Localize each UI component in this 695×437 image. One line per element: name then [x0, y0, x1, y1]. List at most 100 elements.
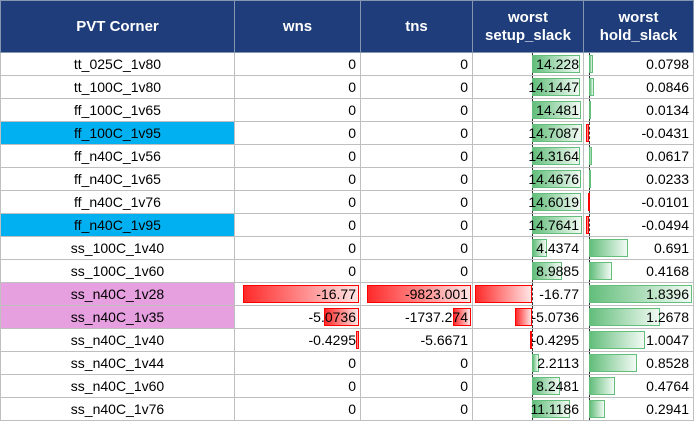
- cell-worst-setup-slack[interactable]: -16.77: [472, 282, 584, 306]
- cell-worst-hold-slack[interactable]: 0.0233: [583, 167, 694, 191]
- cell-pvt-corner[interactable]: ff_100C_1v95: [0, 121, 235, 145]
- cell-tns[interactable]: 0: [360, 167, 473, 191]
- cell-tns[interactable]: 0: [360, 190, 473, 214]
- cell-wns[interactable]: 0: [234, 190, 361, 214]
- cell-wns[interactable]: 0: [234, 213, 361, 237]
- cell-wns[interactable]: -5.0736: [234, 305, 361, 329]
- cell-wns[interactable]: 0: [234, 121, 361, 145]
- cell-value: -5.0736: [531, 309, 579, 325]
- cell-wns[interactable]: 0: [234, 351, 361, 375]
- cell-text: ss_n40C_1v76: [70, 401, 165, 417]
- cell-tns[interactable]: -5.6671: [360, 328, 473, 352]
- header-setup-line1: worst: [507, 8, 548, 26]
- positive-data-bar: [588, 101, 591, 119]
- cell-tns[interactable]: 0: [360, 259, 473, 283]
- cell-wns[interactable]: 0: [234, 98, 361, 122]
- cell-worst-setup-slack[interactable]: 14.7641: [472, 213, 584, 237]
- cell-pvt-corner[interactable]: tt_025C_1v80: [0, 52, 235, 76]
- cell-worst-setup-slack[interactable]: 14.7087: [472, 121, 584, 145]
- cell-value: 0: [460, 401, 468, 417]
- cell-pvt-corner[interactable]: ss_n40C_1v28: [0, 282, 235, 306]
- cell-wns[interactable]: 0: [234, 52, 361, 76]
- cell-tns[interactable]: 0: [360, 52, 473, 76]
- cell-pvt-corner[interactable]: ss_n40C_1v40: [0, 328, 235, 352]
- cell-wns[interactable]: 0: [234, 259, 361, 283]
- cell-tns[interactable]: 0: [360, 144, 473, 168]
- cell-worst-setup-slack[interactable]: 11.1186: [472, 397, 584, 421]
- cell-worst-setup-slack[interactable]: -0.4295: [472, 328, 584, 352]
- cell-worst-hold-slack[interactable]: 1.2678: [583, 305, 694, 329]
- cell-pvt-corner[interactable]: ss_n40C_1v44: [0, 351, 235, 375]
- negative-data-bar: [586, 216, 589, 234]
- cell-wns[interactable]: 0: [234, 167, 361, 191]
- cell-value: 0.0233: [646, 171, 689, 187]
- cell-wns[interactable]: 0: [234, 75, 361, 99]
- cell-pvt-corner[interactable]: ff_n40C_1v76: [0, 190, 235, 214]
- header-worst-hold-slack[interactable]: worst hold_slack: [583, 0, 694, 53]
- cell-pvt-corner[interactable]: ss_n40C_1v35: [0, 305, 235, 329]
- cell-worst-setup-slack[interactable]: -5.0736: [472, 305, 584, 329]
- cell-pvt-corner[interactable]: ss_100C_1v40: [0, 236, 235, 260]
- cell-worst-setup-slack[interactable]: 4.4374: [472, 236, 584, 260]
- cell-pvt-corner[interactable]: ss_n40C_1v76: [0, 397, 235, 421]
- cell-worst-setup-slack[interactable]: 8.2481: [472, 374, 584, 398]
- cell-tns[interactable]: 0: [360, 75, 473, 99]
- cell-worst-setup-slack[interactable]: 2.2113: [472, 351, 584, 375]
- cell-tns[interactable]: 0: [360, 374, 473, 398]
- cell-pvt-corner[interactable]: ff_100C_1v65: [0, 98, 235, 122]
- cell-worst-setup-slack[interactable]: 14.228: [472, 52, 584, 76]
- positive-data-bar: [531, 101, 582, 119]
- header-tns[interactable]: tns: [360, 0, 473, 53]
- cell-worst-hold-slack[interactable]: 0.0798: [583, 52, 694, 76]
- cell-worst-hold-slack[interactable]: 0.2941: [583, 397, 694, 421]
- cell-wns[interactable]: 0: [234, 144, 361, 168]
- cell-worst-setup-slack[interactable]: 14.4676: [472, 167, 584, 191]
- cell-pvt-corner[interactable]: ss_100C_1v60: [0, 259, 235, 283]
- cell-pvt-corner[interactable]: ff_n40C_1v56: [0, 144, 235, 168]
- cell-pvt-corner[interactable]: ff_n40C_1v65: [0, 167, 235, 191]
- header-worst-setup-slack[interactable]: worst setup_slack: [472, 0, 584, 53]
- cell-worst-hold-slack[interactable]: -0.0101: [583, 190, 694, 214]
- cell-worst-hold-slack[interactable]: 1.0047: [583, 328, 694, 352]
- positive-data-bar: [531, 193, 582, 211]
- cell-pvt-corner[interactable]: ff_n40C_1v95: [0, 213, 235, 237]
- cell-value: 0: [460, 56, 468, 72]
- cell-worst-hold-slack[interactable]: -0.0494: [583, 213, 694, 237]
- cell-tns[interactable]: 0: [360, 351, 473, 375]
- header-pvt-corner[interactable]: PVT Corner: [0, 0, 235, 53]
- cell-tns[interactable]: -1737.274: [360, 305, 473, 329]
- cell-pvt-corner[interactable]: tt_100C_1v80: [0, 75, 235, 99]
- cell-tns[interactable]: 0: [360, 98, 473, 122]
- cell-worst-hold-slack[interactable]: 0.4168: [583, 259, 694, 283]
- cell-worst-hold-slack[interactable]: 0.4764: [583, 374, 694, 398]
- cell-tns[interactable]: 0: [360, 213, 473, 237]
- table-row: ss_100C_1v60 0 0 8.9885 0.4168: [0, 259, 694, 283]
- cell-worst-setup-slack[interactable]: 14.481: [472, 98, 584, 122]
- cell-worst-hold-slack[interactable]: -0.0431: [583, 121, 694, 145]
- cell-wns[interactable]: 0: [234, 397, 361, 421]
- cell-pvt-corner[interactable]: ss_n40C_1v60: [0, 374, 235, 398]
- cell-tns[interactable]: 0: [360, 397, 473, 421]
- cell-worst-hold-slack[interactable]: 0.0134: [583, 98, 694, 122]
- cell-tns[interactable]: 0: [360, 121, 473, 145]
- cell-tns[interactable]: -9823.001: [360, 282, 473, 306]
- cell-value: 0: [460, 79, 468, 95]
- cell-worst-hold-slack[interactable]: 0.691: [583, 236, 694, 260]
- cell-worst-hold-slack[interactable]: 0.8528: [583, 351, 694, 375]
- header-wns[interactable]: wns: [234, 0, 361, 53]
- cell-wns[interactable]: -0.4295: [234, 328, 361, 352]
- cell-value: 0.0617: [646, 148, 689, 164]
- cell-wns[interactable]: 0: [234, 236, 361, 260]
- cell-worst-setup-slack[interactable]: 14.3164: [472, 144, 584, 168]
- cell-worst-setup-slack[interactable]: 14.6019: [472, 190, 584, 214]
- cell-tns[interactable]: 0: [360, 236, 473, 260]
- cell-wns[interactable]: 0: [234, 374, 361, 398]
- cell-worst-hold-slack[interactable]: 1.8396: [583, 282, 694, 306]
- positive-data-bar: [588, 262, 613, 280]
- table-row: ss_n40C_1v60 0 0 8.2481 0.4764: [0, 374, 694, 398]
- cell-wns[interactable]: -16.77: [234, 282, 361, 306]
- cell-worst-hold-slack[interactable]: 0.0846: [583, 75, 694, 99]
- cell-worst-hold-slack[interactable]: 0.0617: [583, 144, 694, 168]
- cell-worst-setup-slack[interactable]: 14.1447: [472, 75, 584, 99]
- cell-worst-setup-slack[interactable]: 8.9885: [472, 259, 584, 283]
